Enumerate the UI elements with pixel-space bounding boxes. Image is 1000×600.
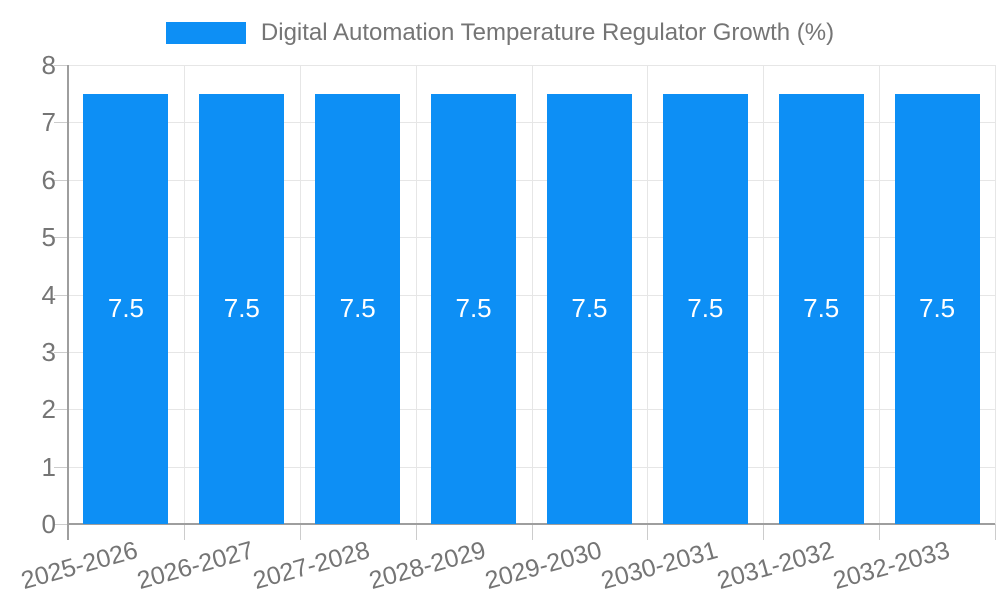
chart-bar: 7.5 (199, 93, 285, 524)
y-axis-tick (54, 409, 68, 411)
x-axis-tick (183, 524, 185, 540)
x-axis-tick (531, 524, 533, 540)
x-axis-tick (415, 524, 417, 540)
x-axis-line (68, 523, 995, 525)
x-axis-tick (299, 524, 301, 540)
y-axis-tick (54, 294, 68, 296)
y-axis-tick (54, 524, 68, 525)
x-axis-tick-label: 2030-2031 (597, 536, 721, 595)
x-axis-tick-label: 2026-2027 (134, 536, 258, 595)
y-axis-tick-label: 8 (41, 50, 56, 80)
bar-value-label: 7.5 (455, 293, 492, 324)
y-axis-tick-label: 1 (41, 451, 56, 482)
chart-bar: 7.5 (894, 93, 980, 524)
bar-value-label: 7.5 (223, 293, 260, 324)
y-axis-tick-label: 5 (41, 222, 56, 253)
x-axis-tick-label: 2031-2032 (713, 536, 837, 595)
y-axis-line (67, 65, 69, 540)
y-axis-tick-label: 7 (41, 107, 56, 138)
bar-value-label: 7.5 (918, 293, 956, 324)
gridline-vertical (647, 65, 649, 524)
x-axis-tick-label: 2028-2029 (366, 536, 489, 595)
y-axis-tick (54, 237, 68, 239)
chart-bar: 7.5 (315, 93, 401, 524)
bar-value-label: 7.5 (107, 293, 145, 324)
bar-value-label: 7.5 (571, 293, 608, 324)
chart-bar: 7.5 (778, 93, 864, 524)
legend-swatch (165, 22, 246, 44)
gridline-vertical (995, 65, 996, 524)
gridline-vertical (183, 65, 185, 524)
gridline-vertical (763, 65, 765, 524)
x-axis-tick-label: 2029-2030 (481, 536, 605, 595)
y-axis-tick-label: 4 (41, 279, 56, 310)
chart-bar: 7.5 (546, 93, 632, 524)
legend: Digital Automation Temperature Regulator… (0, 18, 1000, 48)
y-axis-tick (54, 122, 68, 124)
y-axis-tick-label: 6 (41, 164, 56, 195)
x-axis-tick-label: 2025-2026 (18, 536, 142, 595)
y-axis-tick-label: 3 (41, 336, 56, 367)
x-axis-tick (879, 524, 881, 540)
x-axis-tick (647, 524, 649, 540)
x-axis-tick-label: 2027-2028 (250, 536, 373, 595)
y-axis-tick-label: 0 (41, 509, 56, 539)
x-axis-tick-label: 2032-2033 (829, 536, 953, 595)
bar-value-label: 7.5 (687, 293, 724, 324)
bar-value-label: 7.5 (803, 293, 840, 324)
bar-value-label: 7.5 (339, 293, 376, 324)
legend-label: Digital Automation Temperature Regulator… (260, 19, 835, 46)
x-axis-tick (763, 524, 765, 540)
gridline-vertical (415, 65, 417, 524)
chart-bar: 7.5 (431, 93, 517, 524)
y-axis-tick (54, 351, 68, 353)
y-axis-tick (54, 65, 68, 66)
chart-bar: 7.5 (662, 93, 748, 524)
y-axis-tick (54, 466, 68, 468)
gridline-vertical (879, 65, 881, 524)
chart-bar: 7.5 (83, 93, 169, 524)
y-axis-tick (54, 179, 68, 181)
gridline-vertical (299, 65, 301, 524)
y-axis-tick-label: 2 (41, 394, 56, 425)
x-axis-tick (995, 524, 996, 540)
gridline-vertical (531, 65, 533, 524)
